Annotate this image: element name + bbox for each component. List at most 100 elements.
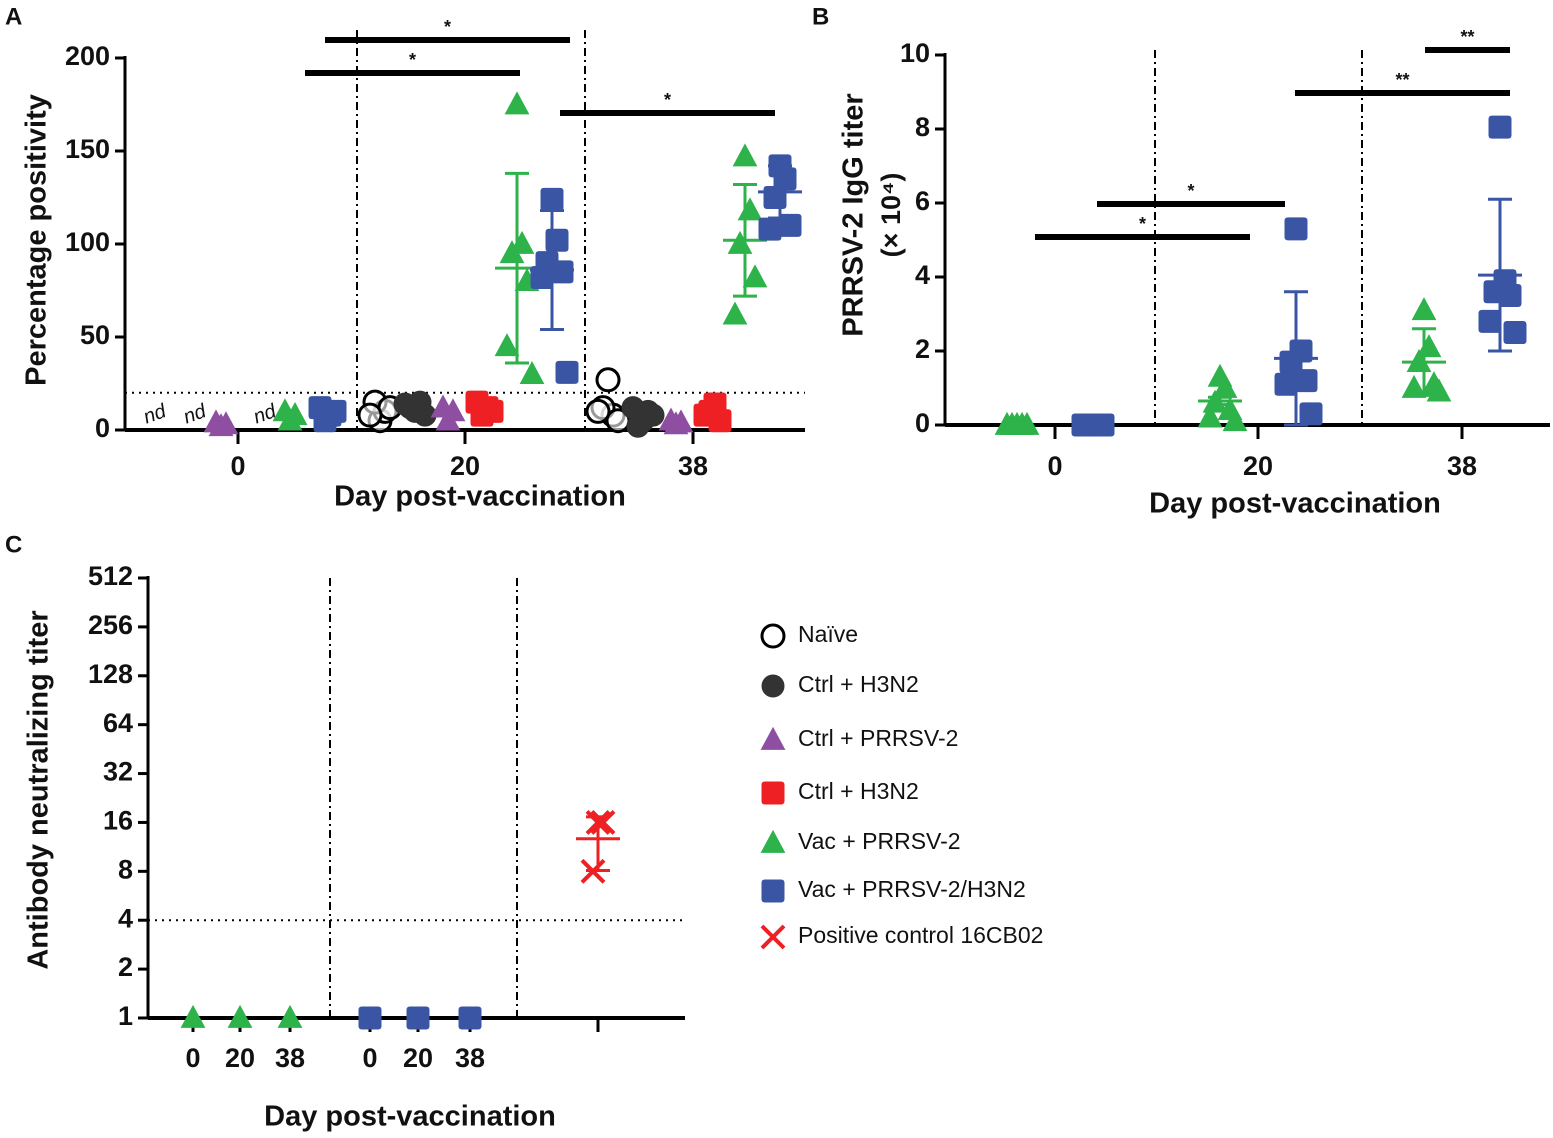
y-axis-title: Antibody neutralizing titer	[23, 610, 55, 969]
data-point	[540, 187, 564, 211]
data-point	[1274, 372, 1298, 396]
y-tick-label: 8	[118, 854, 133, 884]
y-tick-label: 4	[118, 903, 133, 933]
x-tick-label: 0	[1047, 451, 1062, 481]
x-tick-label: 38	[275, 1043, 305, 1073]
legend-marker	[761, 781, 785, 805]
legend-marker	[760, 924, 786, 950]
significance-label: *	[664, 90, 671, 110]
y-tick-label: 8	[915, 112, 930, 142]
data-point	[519, 361, 545, 385]
y-tick-label: 256	[88, 610, 133, 640]
significance-label: **	[1460, 27, 1474, 47]
y-tick-label: 50	[80, 320, 110, 350]
data-point	[1503, 321, 1527, 344]
data-point	[1299, 402, 1323, 426]
data-point	[504, 91, 530, 115]
x-tick-label: 20	[1243, 451, 1273, 481]
y-tick-label: 1	[118, 1001, 133, 1031]
legend-marker	[761, 674, 785, 698]
data-point	[555, 360, 579, 384]
data-point	[406, 1006, 430, 1030]
data-point	[1197, 404, 1223, 428]
data-point	[480, 399, 504, 423]
y-tick-label: 0	[95, 413, 110, 443]
y-tick-label: 128	[88, 659, 133, 689]
y-tick-label: 4	[915, 260, 930, 290]
data-point	[1091, 413, 1115, 437]
x-tick-label: 0	[185, 1043, 200, 1073]
data-point	[1498, 284, 1522, 307]
significance-label: *	[444, 17, 451, 37]
data-point	[494, 333, 520, 357]
data-point	[1488, 115, 1512, 139]
nd-label: nd	[181, 400, 210, 429]
data-point	[1478, 309, 1502, 333]
data-point	[1071, 413, 1095, 437]
x-tick-label: 0	[362, 1043, 377, 1073]
legend-label: Ctrl + H3N2	[798, 671, 919, 697]
data-point	[621, 396, 645, 420]
x-tick-label: 38	[678, 451, 708, 481]
y-tick-label: 2	[118, 952, 133, 982]
x-tick-label: 20	[450, 451, 480, 481]
legend-marker	[760, 726, 786, 750]
data-point	[590, 810, 616, 835]
data-point	[203, 409, 229, 433]
panel-letter: A	[5, 3, 22, 30]
data-point	[595, 367, 621, 393]
data-point	[763, 186, 787, 209]
data-point	[357, 402, 383, 428]
data-point	[758, 217, 782, 241]
data-point	[708, 409, 732, 433]
legend-marker	[761, 879, 785, 903]
data-point	[180, 1004, 206, 1028]
data-point	[1014, 411, 1040, 435]
data-point	[641, 403, 665, 427]
data-point	[358, 1006, 382, 1030]
nd-label: nd	[251, 400, 280, 429]
y-tick-label: 64	[103, 708, 133, 738]
data-point	[727, 230, 753, 254]
legend-label: Vac + PRRSV-2/H3N2	[798, 876, 1026, 902]
x-tick-label: 20	[403, 1043, 433, 1073]
error-bar	[586, 815, 610, 872]
data-point	[1411, 297, 1437, 321]
data-point	[545, 228, 569, 252]
significance-label: *	[1187, 181, 1194, 201]
data-point	[550, 260, 574, 284]
legend-label: Ctrl + PRRSV-2	[798, 725, 958, 751]
x-tick-label: 38	[1447, 451, 1477, 481]
data-point	[393, 392, 417, 416]
legend-label: Positive control 16CB02	[798, 922, 1043, 948]
y-tick-label: 200	[65, 41, 110, 71]
nd-label: nd	[141, 400, 170, 429]
data-point	[1222, 408, 1248, 432]
x-axis-title: Day post-vaccination	[1149, 488, 1441, 520]
legend-label: Vac + PRRSV-2	[798, 828, 961, 854]
data-point	[737, 197, 763, 221]
data-point	[1284, 217, 1308, 241]
y-axis-title: (× 10⁴)	[876, 173, 906, 258]
x-axis-title: Day post-vaccination	[264, 1101, 556, 1133]
legend-marker	[760, 829, 786, 853]
panel-letter: C	[5, 531, 22, 558]
significance-label: *	[409, 50, 416, 70]
x-axis-title: Day post-vaccination	[334, 481, 626, 513]
significance-label: *	[1139, 214, 1146, 234]
data-point	[585, 398, 611, 424]
legend-label: Naïve	[798, 621, 858, 647]
data-point	[458, 1006, 482, 1030]
legend-label: Ctrl + H3N2	[798, 778, 919, 804]
y-tick-label: 150	[65, 134, 110, 164]
data-point	[430, 394, 456, 418]
data-point	[272, 398, 298, 422]
y-tick-label: 512	[88, 561, 133, 591]
y-axis-title: PRRSV-2 IgG titer	[838, 93, 870, 336]
x-tick-label: 0	[230, 451, 245, 481]
x-tick-label: 38	[455, 1043, 485, 1073]
data-point	[732, 143, 758, 167]
y-tick-label: 10	[900, 38, 930, 68]
y-tick-label: 6	[915, 186, 930, 216]
